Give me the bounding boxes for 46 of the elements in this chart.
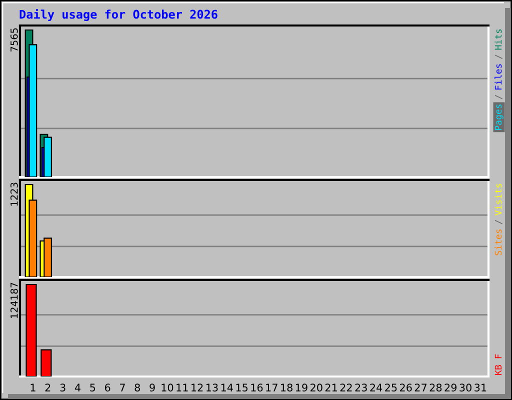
x-tick-label: 22 (340, 384, 352, 392)
x-tick-label: 21 (325, 384, 337, 392)
x-tick-label: 31 (474, 384, 486, 392)
text: / (494, 94, 502, 100)
x-tick-label: 30 (460, 384, 472, 392)
x-tick-label: 29 (444, 384, 457, 392)
x-tick-label: 17 (266, 384, 278, 392)
x-tick-label: 8 (134, 384, 140, 392)
x-tick-label: 7 (120, 384, 125, 392)
x-tick-label: 2 (45, 384, 50, 392)
x-tick-label: 16 (251, 384, 263, 392)
x-tick-label: 23 (355, 384, 367, 392)
text: Visits (494, 184, 502, 216)
x-tick-label: 18 (281, 384, 292, 392)
x-tick-label: 6 (104, 384, 110, 392)
text: Pages (494, 104, 504, 130)
text: Sites (494, 230, 502, 256)
x-tick-label: 3 (60, 384, 66, 392)
chart-title: Daily usage for October 2026 (20, 8, 218, 22)
x-tick-label: 28 (430, 384, 442, 392)
x-tick-label: 1 (30, 384, 36, 392)
x-tick-label: 10 (162, 384, 174, 392)
x-tick-label: 12 (192, 384, 203, 392)
x-tick-label: 19 (296, 384, 308, 392)
text: 7565 (10, 28, 18, 52)
x-tick-label: 26 (400, 384, 412, 392)
bar (44, 238, 52, 277)
text: Hits (494, 29, 502, 50)
bar (44, 136, 52, 177)
text: KB F (494, 354, 502, 375)
x-tick-label: 25 (385, 384, 397, 392)
x-tick-label: 27 (414, 384, 427, 392)
x-tick-label: 5 (90, 384, 96, 392)
text: / (494, 54, 502, 59)
x-tick-label: 13 (206, 384, 218, 392)
text: Files (494, 64, 502, 90)
x-tick-label: 11 (176, 384, 188, 392)
x-tick-label: 20 (310, 384, 322, 392)
x-tick-label: 24 (370, 384, 382, 392)
x-tick-label: 15 (236, 384, 248, 392)
x-tick-label: 4 (74, 384, 80, 392)
text: / (494, 220, 502, 224)
x-tick-label: 14 (221, 384, 233, 392)
text: 124187 (10, 282, 18, 318)
text: 1223 (10, 182, 18, 206)
x-tick-label: 9 (150, 384, 155, 392)
